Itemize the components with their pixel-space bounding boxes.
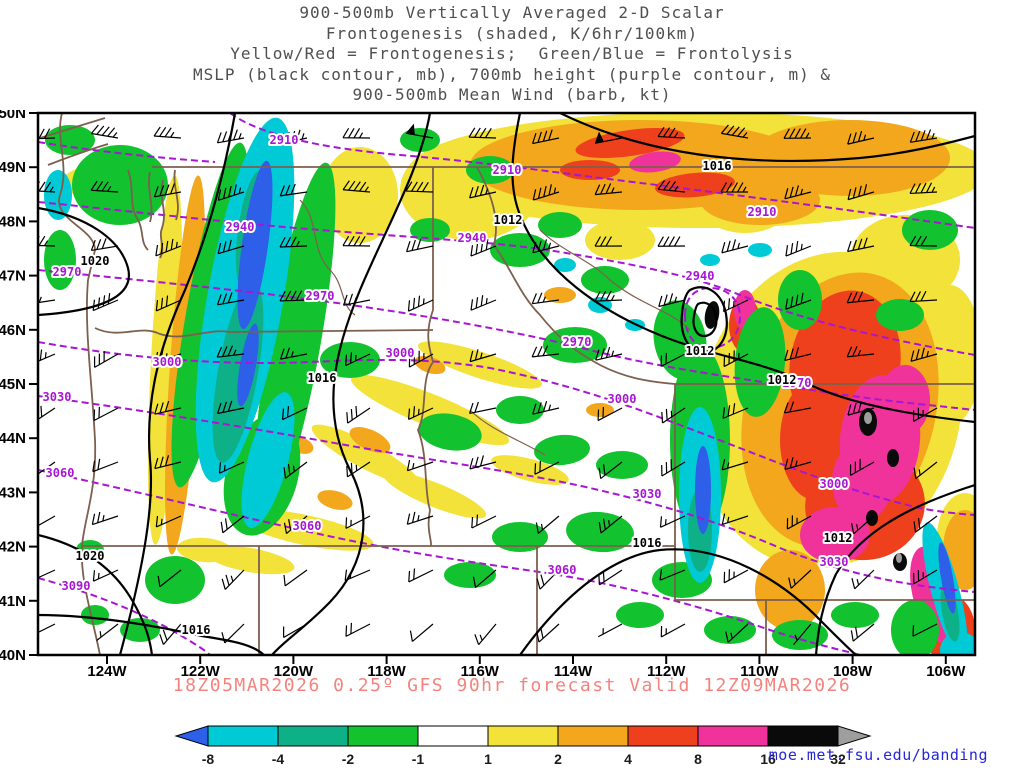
svg-text:45N: 45N [0, 376, 26, 393]
svg-text:2970: 2970 [53, 265, 82, 279]
svg-text:4: 4 [624, 751, 632, 767]
colorbar: -8 -4 -2 -1 1 2 4 8 16 32 [174, 725, 872, 767]
svg-text:-1: -1 [412, 751, 425, 767]
svg-text:41N: 41N [0, 593, 26, 610]
axis-labels: 50N 49N 48N 47N 46N 45N 44N 43N 42N 41N 40N 124W 122… [0, 110, 966, 680]
svg-text:1012: 1012 [494, 213, 523, 227]
contour-labels: 2910 2910 2910 2940 2940 2940 2970 2970 2970 2970… [41, 131, 855, 639]
svg-text:122W: 122W [181, 663, 221, 680]
svg-text:112W: 112W [647, 663, 686, 680]
wind-barbs [38, 123, 938, 646]
title-line-5: 900-500mb Mean Wind (barb, kt) [352, 85, 672, 104]
700mb-height-contours [38, 113, 975, 655]
svg-text:1012: 1012 [824, 531, 853, 545]
svg-text:3060: 3060 [548, 563, 577, 577]
svg-text:106W: 106W [926, 663, 966, 680]
svg-text:1012: 1012 [686, 344, 715, 358]
svg-text:43N: 43N [0, 484, 26, 501]
svg-text:2940: 2940 [686, 269, 715, 283]
svg-text:2910: 2910 [748, 205, 777, 219]
svg-text:-2: -2 [342, 751, 355, 767]
svg-text:44N: 44N [0, 430, 26, 447]
svg-text:110W: 110W [740, 663, 779, 680]
svg-text:49N: 49N [0, 159, 26, 176]
svg-text:3000: 3000 [386, 346, 415, 360]
svg-text:8: 8 [694, 751, 702, 767]
svg-text:3000: 3000 [608, 392, 637, 406]
svg-text:2970: 2970 [306, 289, 335, 303]
svg-text:1020: 1020 [76, 549, 105, 563]
svg-text:-8: -8 [202, 751, 215, 767]
svg-text:2970: 2970 [783, 376, 812, 390]
svg-text:1016: 1016 [308, 371, 337, 385]
svg-text:2: 2 [554, 751, 562, 767]
title-line-3: Yellow/Red = Frontogenesis; Green/Blue =… [230, 44, 794, 63]
svg-text:47N: 47N [0, 268, 26, 285]
credit-link[interactable]: moe.met.fsu.edu/banding [768, 746, 988, 764]
mslp-contours [38, 113, 975, 655]
svg-text:46N: 46N [0, 322, 26, 339]
svg-text:42N: 42N [0, 539, 26, 556]
title-line-4: MSLP (black contour, mb), 700mb height (… [193, 64, 831, 84]
svg-text:2910: 2910 [493, 163, 522, 177]
svg-text:16: 16 [760, 751, 776, 767]
svg-text:2970: 2970 [563, 335, 592, 349]
svg-text:-4: -4 [272, 751, 285, 767]
svg-text:3000: 3000 [820, 477, 849, 491]
figure-title: 900-500mb Vertically Averaged 2-D Scalar… [0, 3, 1024, 106]
forecast-validity-label: 18Z05MAR2026 0.25º GFS 90hr forecast Val… [172, 675, 852, 696]
svg-text:120W: 120W [274, 663, 314, 680]
svg-text:32: 32 [830, 751, 846, 767]
svg-text:3060: 3060 [293, 519, 322, 533]
forecast-map: 2910 2910 2910 2940 2940 2940 2970 2970 2970 2970… [0, 110, 977, 680]
svg-text:3000: 3000 [153, 355, 182, 369]
svg-text:118W: 118W [367, 663, 406, 680]
title-line-1: 900-500mb Vertically Averaged 2-D Scalar [299, 3, 725, 22]
svg-text:114W: 114W [554, 663, 593, 680]
svg-text:48N: 48N [0, 213, 26, 230]
svg-text:1016: 1016 [703, 159, 732, 173]
svg-text:108W: 108W [833, 663, 873, 680]
state-borders [39, 113, 975, 655]
svg-text:1016: 1016 [633, 536, 662, 550]
svg-text:50N: 50N [0, 110, 26, 122]
svg-text:3030: 3030 [633, 487, 662, 501]
svg-text:3030: 3030 [43, 390, 72, 404]
frontogenesis-shading [44, 113, 975, 655]
svg-text:2940: 2940 [226, 220, 255, 234]
svg-text:3090: 3090 [62, 579, 91, 593]
svg-text:116W: 116W [461, 663, 500, 680]
svg-text:3060: 3060 [46, 466, 75, 480]
svg-text:3030: 3030 [820, 555, 849, 569]
svg-text:1016: 1016 [182, 623, 211, 637]
svg-text:2910: 2910 [270, 133, 299, 147]
title-line-2: Frontogenesis (shaded, K/6hr/100km) [325, 23, 699, 43]
svg-text:2940: 2940 [458, 231, 487, 245]
svg-text:1020: 1020 [81, 254, 110, 268]
svg-text:1: 1 [484, 751, 492, 767]
svg-text:1012: 1012 [768, 373, 797, 387]
svg-text:124W: 124W [87, 663, 127, 680]
svg-text:40N: 40N [0, 647, 26, 664]
